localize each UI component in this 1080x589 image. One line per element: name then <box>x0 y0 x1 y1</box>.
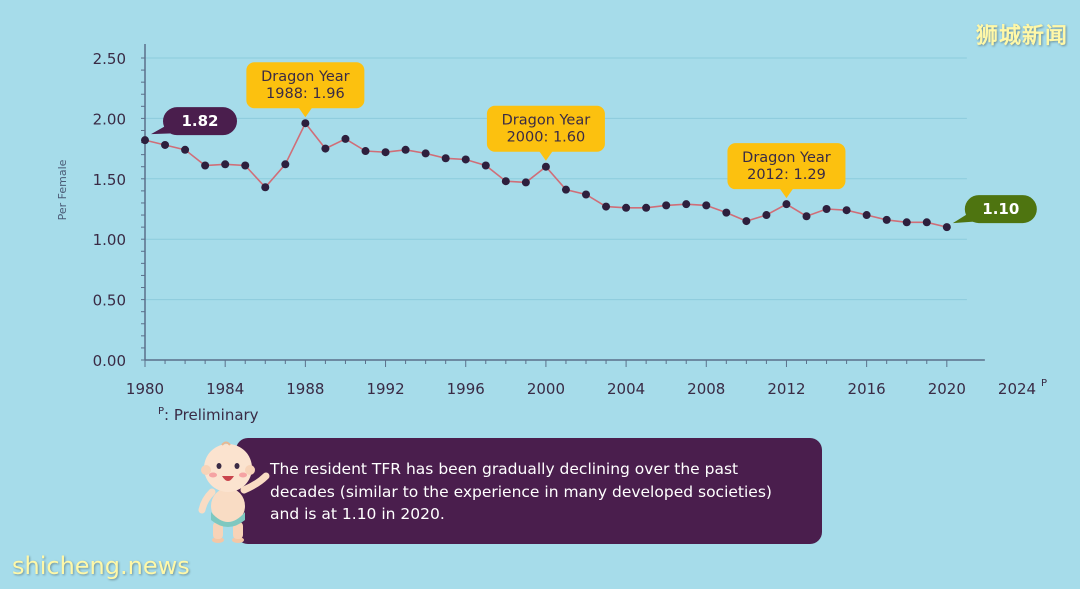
end-badge-label: 1.10 <box>982 200 1019 218</box>
callout-box-1988 <box>246 62 365 109</box>
data-point-2007 <box>682 200 691 209</box>
data-point-1993 <box>401 145 410 154</box>
data-point-1995 <box>441 154 450 163</box>
data-point-2006 <box>662 201 671 210</box>
x-tick-label: 1992 <box>366 380 404 398</box>
y-tick-label: 1.50 <box>93 171 126 189</box>
data-point-2011 <box>762 211 771 220</box>
callout-pointer-2012 <box>779 188 794 199</box>
watermark-site: shicheng.news <box>12 552 190 580</box>
callout-pointer-1988 <box>298 107 313 118</box>
data-point-1994 <box>421 149 430 158</box>
data-point-1992 <box>381 148 390 157</box>
y-tick-label: 2.50 <box>93 50 126 68</box>
data-point-1998 <box>501 177 510 186</box>
start-badge <box>163 107 237 136</box>
callout-text-1988: Dragon Year <box>261 69 350 85</box>
data-point-1986 <box>261 183 270 192</box>
data-point-2020 <box>942 223 951 232</box>
data-point-1985 <box>241 161 250 170</box>
data-point-2000 <box>541 162 550 171</box>
data-point-1980 <box>141 136 149 145</box>
data-point-2012 <box>782 200 791 209</box>
data-point-2008 <box>702 201 711 210</box>
y-tick-label: 2.00 <box>93 110 126 128</box>
end-badge <box>964 195 1037 224</box>
x-tick-label: 1984 <box>206 380 244 398</box>
x-tick-label: 2016 <box>848 380 886 398</box>
x-tick-label: 1988 <box>286 380 324 398</box>
data-point-2003 <box>602 202 611 211</box>
data-point-1988 <box>301 119 310 128</box>
data-point-1996 <box>461 155 470 164</box>
data-point-1989 <box>321 144 330 153</box>
footnote-marker: P <box>158 406 165 417</box>
x-tick-label: 1996 <box>447 380 485 398</box>
callout-box-2000 <box>486 105 605 152</box>
x-tick-label: 2020 <box>928 380 966 398</box>
data-point-1999 <box>521 178 530 187</box>
data-point-2001 <box>561 185 570 194</box>
data-point-1997 <box>481 161 490 170</box>
data-point-2018 <box>902 218 911 227</box>
y-tick-label: 0.00 <box>93 352 126 370</box>
baby-illustration <box>198 441 270 543</box>
data-point-2017 <box>882 215 891 224</box>
y-tick-label: 0.50 <box>93 292 126 310</box>
y-tick-label: 1.00 <box>93 231 126 249</box>
data-point-1991 <box>361 147 370 156</box>
data-point-1990 <box>341 134 350 143</box>
data-point-2002 <box>582 190 590 199</box>
callout-text-2000: 2000: 1.60 <box>507 130 586 146</box>
callout-pointer-2000 <box>538 150 553 161</box>
data-point-2014 <box>822 205 831 213</box>
callout-text-1988: 1988: 1.96 <box>266 86 345 102</box>
caption-box: The resident TFR has been gradually decl… <box>236 438 822 544</box>
data-point-2016 <box>862 211 871 220</box>
callout-text-2012: 2012: 1.29 <box>747 167 826 183</box>
callout-text-2000: Dragon Year <box>502 113 591 129</box>
x-tick-label: 2024 <box>998 380 1036 398</box>
x-tick-label: 2004 <box>607 380 645 398</box>
footnote-text: : Preliminary <box>164 406 259 424</box>
caption-text: The resident TFR has been gradually decl… <box>270 460 772 523</box>
data-point-1987 <box>281 160 290 169</box>
data-point-2004 <box>622 203 631 212</box>
callout-text-2012: Dragon Year <box>742 150 831 166</box>
data-point-1984 <box>221 160 230 169</box>
start-badge-label: 1.82 <box>181 112 218 130</box>
x-tick-label: 2000 <box>527 380 565 398</box>
y-axis-label: Per Female <box>56 159 69 220</box>
data-point-1981 <box>161 140 170 149</box>
callout-box-2012 <box>727 143 846 190</box>
data-point-2015 <box>842 206 851 215</box>
data-point-1983 <box>201 161 210 170</box>
data-point-2005 <box>642 203 651 212</box>
watermark-chinese: 狮城新闻 <box>975 24 1068 49</box>
data-point-1982 <box>181 145 190 154</box>
data-point-2019 <box>922 218 931 227</box>
x-tick-superscript: P <box>1041 378 1047 389</box>
preliminary-footnote: P: Preliminary <box>158 406 259 424</box>
x-tick-label: 2008 <box>687 380 725 398</box>
data-point-2010 <box>742 217 751 226</box>
data-point-2013 <box>802 212 811 221</box>
x-tick-label: 2012 <box>767 380 805 398</box>
data-point-2009 <box>722 208 731 217</box>
x-tick-label: 1980 <box>126 380 164 398</box>
